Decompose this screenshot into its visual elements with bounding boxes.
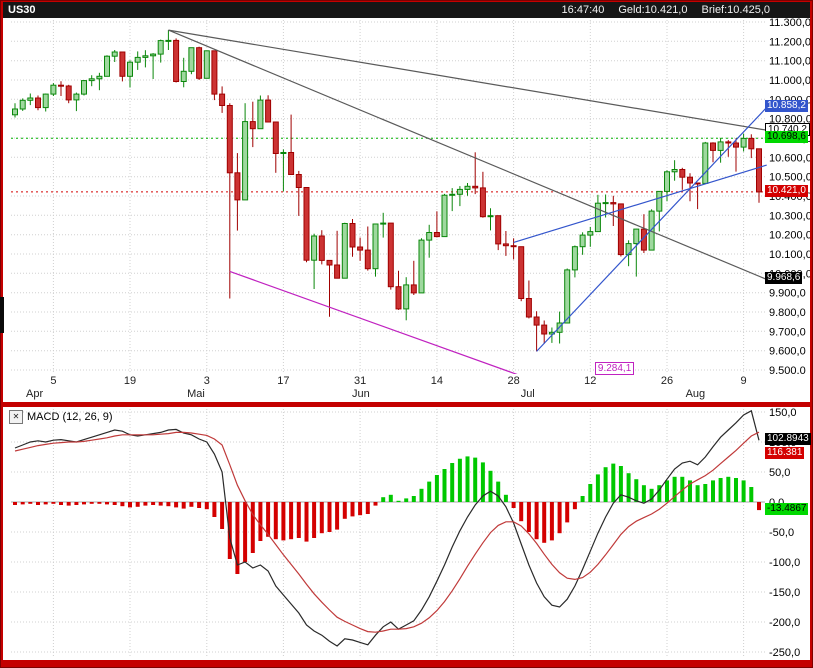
panel-splitter-handle[interactable] (0, 297, 4, 333)
price-badge-magenta: 9.284,1 (594, 362, 635, 375)
price-badge-lime: 10.698,6 (765, 131, 808, 144)
time-tick-label: 5 (50, 375, 57, 387)
month-label: Jun (352, 388, 370, 400)
month-label: Jul (520, 388, 535, 400)
svg-text:-100,0: -100,0 (769, 557, 800, 569)
indicator-header: ✕ MACD (12, 26, 9) (9, 410, 113, 424)
bid-value: Geld:10.421,0 (618, 4, 688, 16)
time-tick-label: 3 (203, 375, 210, 387)
macd-badge-lime: -13.4867 (765, 503, 809, 516)
time-axis-months: Apr Mai Jun Jul Aug (3, 388, 810, 401)
time-tick-label: 31 (353, 375, 367, 387)
time-axis-ticks: 5 19 3 17 31 14 28 12 26 9 (3, 375, 810, 388)
svg-text:9.700,0: 9.700,0 (769, 326, 806, 338)
macd-badge-red: 116.381 (765, 446, 805, 459)
macd-badge-black: 102.8943 (765, 433, 811, 446)
svg-text:9.600,0: 9.600,0 (769, 346, 806, 358)
svg-text:50,0: 50,0 (769, 467, 790, 479)
time-tick-label: 17 (277, 375, 290, 387)
svg-text:11.200,0: 11.200,0 (769, 36, 810, 48)
price-badge-black: 9.968,6 (765, 272, 803, 285)
ask-value: Brief:10.425,0 (701, 4, 771, 16)
time-tick-label: 9 (740, 375, 747, 387)
svg-text:9.900,0: 9.900,0 (769, 288, 806, 300)
chart-title-bar: US30 16:47:40 Geld:10.421,0 Brief:10.425… (3, 2, 810, 18)
time-tick-label: 14 (430, 375, 444, 387)
price-badge-blue: 10.858,2 (765, 100, 808, 113)
time-tick-label: 28 (507, 375, 520, 387)
svg-text:10.500,0: 10.500,0 (769, 172, 810, 184)
svg-text:150,0: 150,0 (769, 407, 797, 419)
svg-text:10.100,0: 10.100,0 (769, 249, 810, 261)
svg-text:-50,0: -50,0 (769, 527, 794, 539)
svg-text:11.100,0: 11.100,0 (769, 56, 810, 68)
close-icon[interactable]: ✕ (9, 410, 23, 424)
quote-info: 16:47:40 Geld:10.421,0 Brief:10.425,0 (562, 4, 770, 16)
svg-text:10.600,0: 10.600,0 (769, 152, 810, 164)
symbol-label: US30 (8, 4, 36, 16)
svg-text:9.800,0: 9.800,0 (769, 307, 806, 319)
svg-text:11.300,0: 11.300,0 (769, 18, 810, 29)
svg-text:11.000,0: 11.000,0 (769, 75, 810, 87)
price-badge-red: 10.421,0 (765, 184, 808, 197)
indicator-label: MACD (12, 26, 9) (27, 411, 113, 423)
svg-text:10.800,0: 10.800,0 (769, 114, 810, 126)
svg-text:10.300,0: 10.300,0 (769, 210, 810, 222)
quote-time: 16:47:40 (561, 4, 605, 16)
macd-indicator-panel[interactable]: 150,0100,050,00,0-50,0-100,0-150,0-200,0… (3, 407, 811, 660)
svg-text:-200,0: -200,0 (769, 617, 800, 629)
macd-chart[interactable]: 150,0100,050,00,0-50,0-100,0-150,0-200,0… (3, 407, 810, 660)
svg-text:10.200,0: 10.200,0 (769, 230, 810, 242)
month-label: Apr (26, 388, 44, 400)
svg-text:-250,0: -250,0 (769, 647, 800, 659)
candlestick-chart[interactable]: 11.300,011.200,011.100,011.000,010.900,0… (3, 18, 810, 374)
month-label: Mai (187, 388, 205, 400)
price-chart-panel[interactable]: 11.300,011.200,011.100,011.000,010.900,0… (3, 18, 810, 402)
month-label: Aug (685, 388, 706, 400)
time-tick-label: 19 (123, 375, 137, 387)
time-tick-label: 12 (584, 375, 597, 387)
time-tick-label: 26 (660, 375, 674, 387)
svg-text:-150,0: -150,0 (769, 587, 800, 599)
svg-text:9.500,0: 9.500,0 (769, 365, 806, 374)
